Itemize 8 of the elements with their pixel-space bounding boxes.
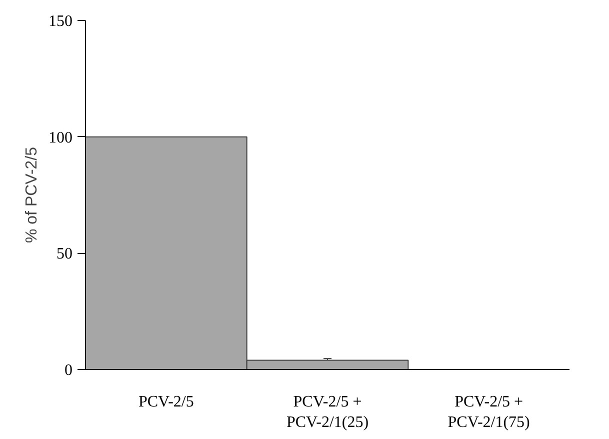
y-tick-label: 150 [48,13,72,30]
x-tick-label: PCV-2/5 + PCV-2/1(25) [286,394,369,431]
x-tick-label: PCV-2/5 [138,394,194,410]
y-tick-label: 0 [64,362,72,379]
y-tick-label: 100 [48,129,72,146]
y-axis-title: % of PCV-2/5 [24,146,40,244]
x-tick-label: PCV-2/5 + PCV-2/1(75) [448,394,530,431]
y-tick-label: 50 [56,246,72,263]
